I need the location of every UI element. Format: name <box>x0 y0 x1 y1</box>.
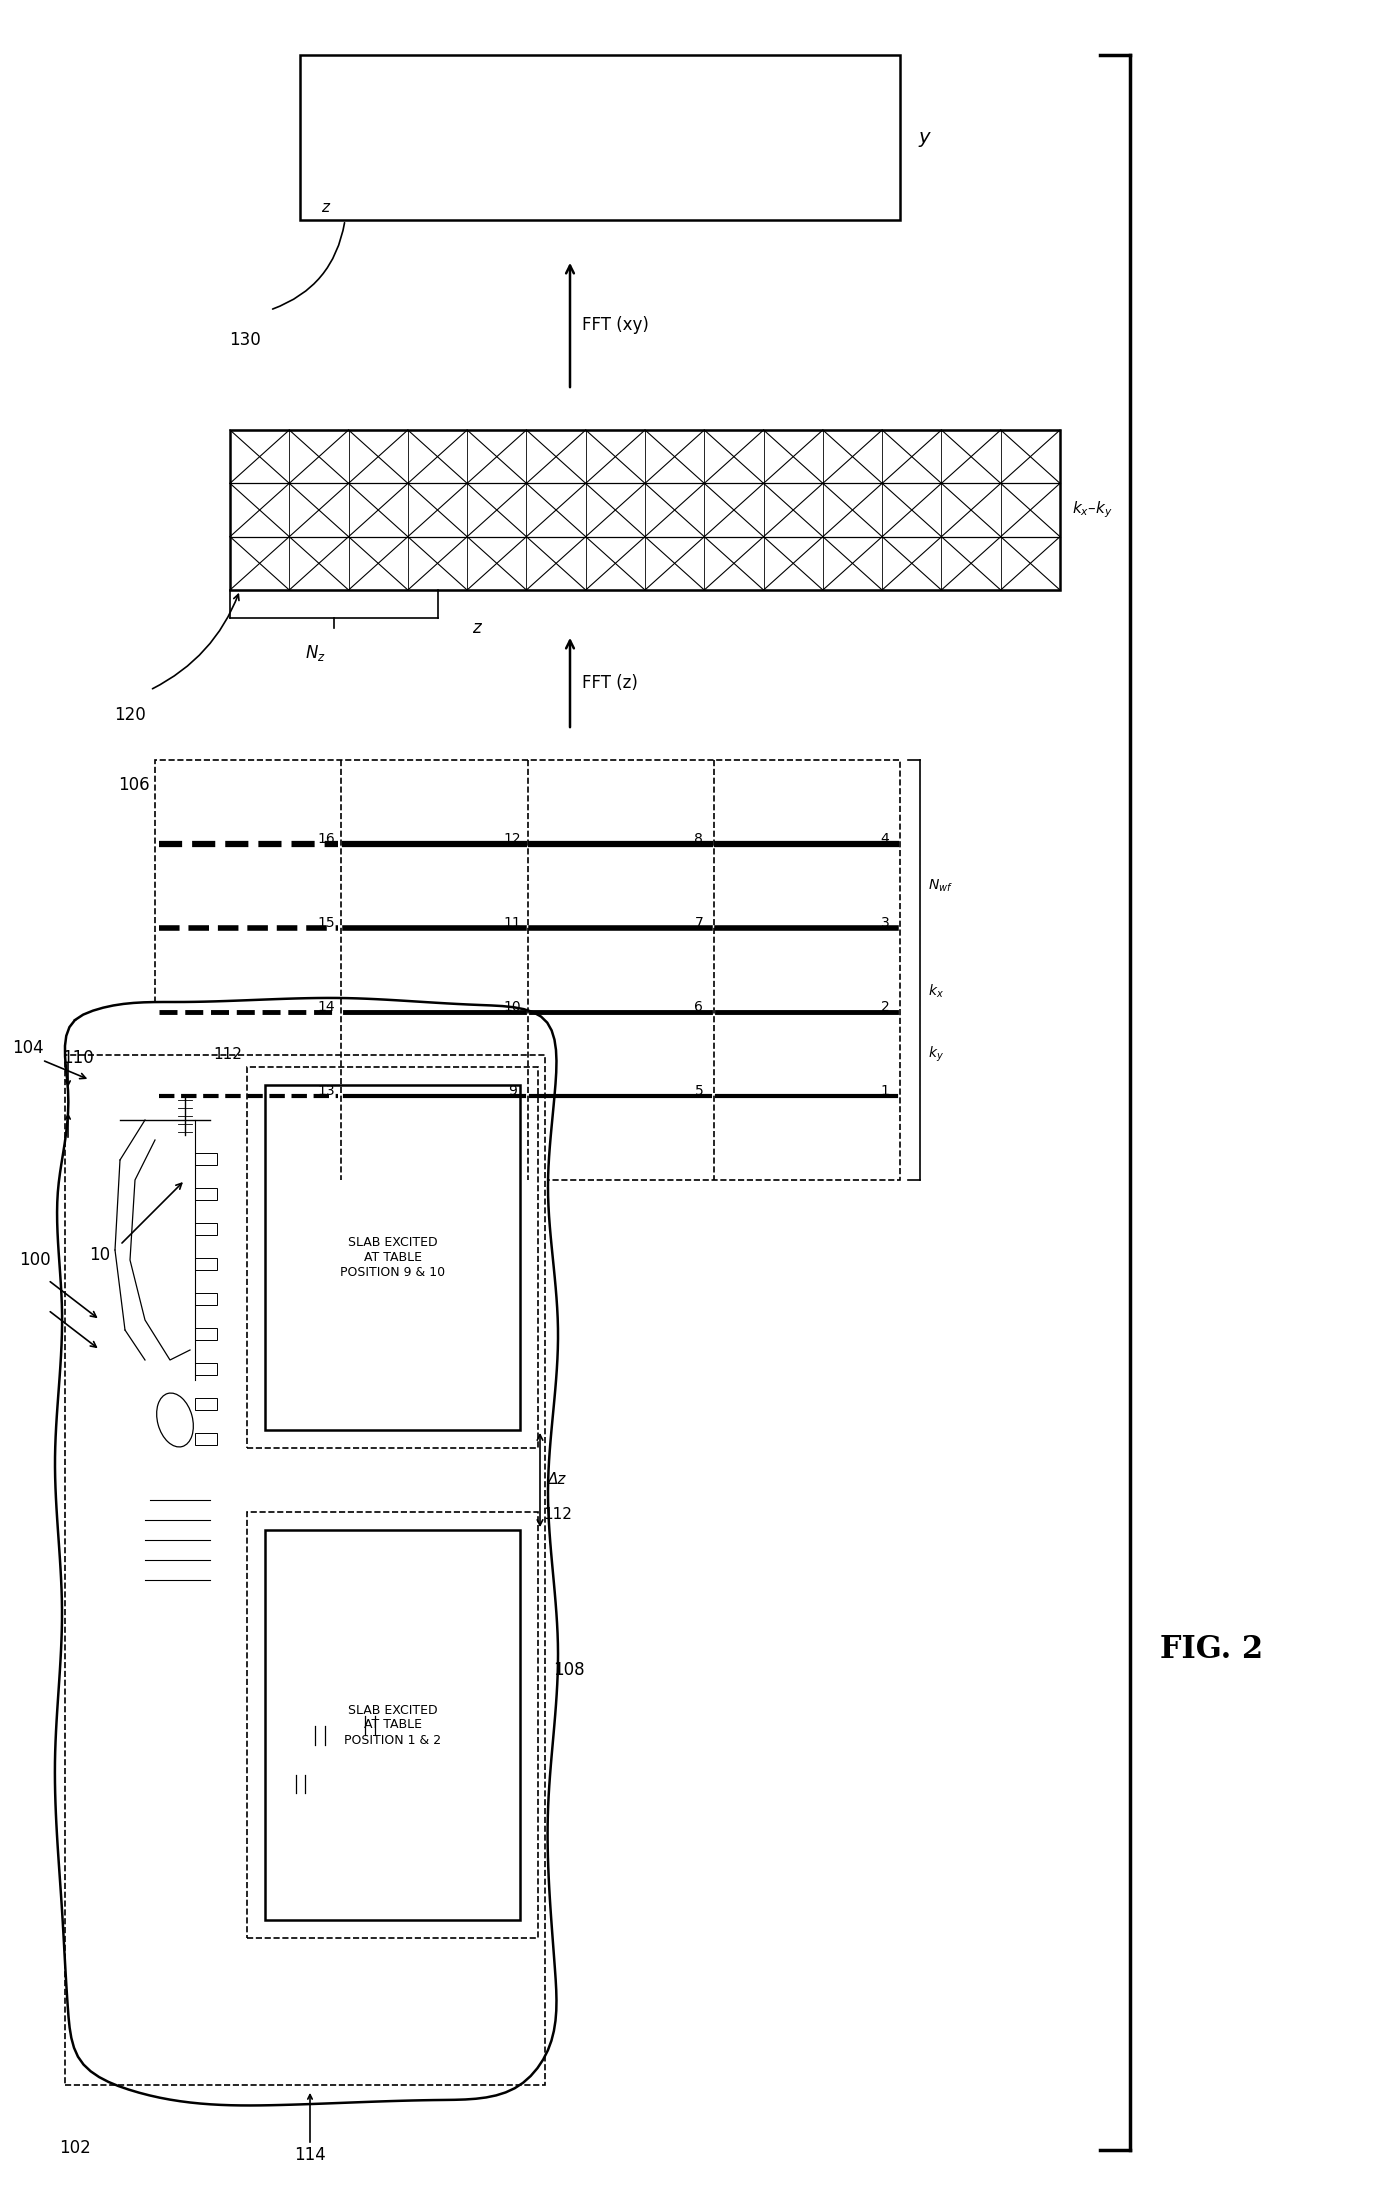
Bar <box>264 1529 520 1920</box>
Text: 12: 12 <box>504 832 522 847</box>
Text: 104: 104 <box>13 1040 43 1058</box>
Text: 6: 6 <box>694 1000 704 1014</box>
Text: FFT (z): FFT (z) <box>582 674 638 691</box>
Text: 1: 1 <box>880 1084 890 1097</box>
Text: 10: 10 <box>90 1246 111 1264</box>
Text: 9: 9 <box>508 1084 518 1097</box>
Bar <box>229 430 1060 590</box>
Text: 16: 16 <box>318 832 336 847</box>
Text: SLAB EXCITED
AT TABLE
POSITION 1 & 2: SLAB EXCITED AT TABLE POSITION 1 & 2 <box>344 1703 441 1746</box>
Text: 14: 14 <box>318 1000 336 1014</box>
Bar <box>248 1066 539 1448</box>
Bar <box>248 1512 539 1937</box>
Bar <box>194 1398 217 1411</box>
Text: 2: 2 <box>881 1000 890 1014</box>
Text: 106: 106 <box>119 777 150 794</box>
Bar <box>64 1055 546 2084</box>
FancyBboxPatch shape <box>350 1685 390 1705</box>
Text: 11: 11 <box>504 917 522 930</box>
Text: 4: 4 <box>881 832 890 847</box>
Polygon shape <box>55 998 558 2106</box>
Text: 114: 114 <box>294 2146 326 2163</box>
Bar <box>264 1086 520 1430</box>
Bar <box>194 1257 217 1270</box>
FancyBboxPatch shape <box>299 1694 340 1714</box>
Text: Δz: Δz <box>548 1472 567 1488</box>
Text: 112: 112 <box>213 1047 242 1062</box>
Bar <box>194 1292 217 1305</box>
Bar <box>194 1222 217 1235</box>
Text: 5: 5 <box>694 1084 704 1097</box>
Text: y: y <box>918 127 929 147</box>
Text: 120: 120 <box>115 706 145 724</box>
Text: 13: 13 <box>318 1084 336 1097</box>
Text: 10: 10 <box>504 1000 522 1014</box>
Text: 15: 15 <box>318 917 336 930</box>
Bar <box>194 1362 217 1376</box>
Text: 110: 110 <box>62 1049 94 1066</box>
Text: $k_x$–$k_y$: $k_x$–$k_y$ <box>1072 500 1112 520</box>
Text: SLAB EXCITED
AT TABLE
POSITION 9 & 10: SLAB EXCITED AT TABLE POSITION 9 & 10 <box>340 1235 445 1279</box>
Bar <box>194 1327 217 1341</box>
Text: $N_z$: $N_z$ <box>305 643 326 663</box>
Text: z: z <box>320 200 329 215</box>
Text: 102: 102 <box>59 2139 91 2157</box>
Bar <box>299 55 900 219</box>
Text: 3: 3 <box>881 917 890 930</box>
Text: $k_x$: $k_x$ <box>928 983 944 1000</box>
Text: 112: 112 <box>543 1507 572 1523</box>
FancyBboxPatch shape <box>281 1746 318 1764</box>
Text: 100: 100 <box>20 1251 50 1268</box>
Bar <box>194 1433 217 1446</box>
Text: 130: 130 <box>229 331 260 349</box>
Text: 7: 7 <box>694 917 704 930</box>
Text: FIG. 2: FIG. 2 <box>1160 1635 1263 1665</box>
Text: 8: 8 <box>694 832 704 847</box>
Ellipse shape <box>157 1393 193 1448</box>
Text: FFT (xy): FFT (xy) <box>582 316 649 333</box>
Text: 108: 108 <box>553 1661 585 1678</box>
Text: z: z <box>473 619 481 636</box>
Text: $N_{wf}$: $N_{wf}$ <box>928 878 953 895</box>
Text: $k_y$: $k_y$ <box>928 1044 944 1064</box>
Bar <box>194 1187 217 1200</box>
Bar <box>155 759 900 1180</box>
Bar <box>194 1154 217 1165</box>
